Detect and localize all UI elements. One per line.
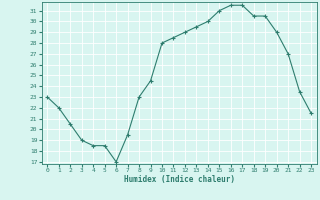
X-axis label: Humidex (Indice chaleur): Humidex (Indice chaleur) xyxy=(124,175,235,184)
